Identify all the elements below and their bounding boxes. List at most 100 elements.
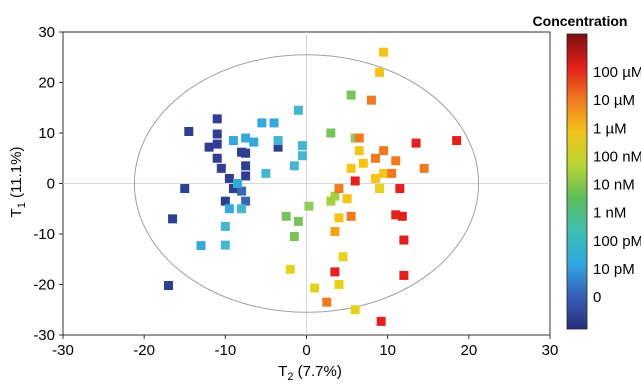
y-axis-ticks: -30 -20 -10 0 10 20 30	[33, 24, 63, 344]
data-point	[228, 136, 238, 146]
data-point	[411, 138, 421, 148]
colorbar-label: 100 pM	[593, 233, 641, 250]
data-point	[379, 146, 389, 156]
data-point	[379, 47, 389, 57]
data-point	[216, 163, 226, 173]
data-point	[168, 214, 178, 224]
colorbar-label: 100 µM	[593, 64, 641, 81]
data-point	[273, 142, 283, 152]
x-tick-label: -20	[133, 342, 155, 359]
data-point	[241, 171, 251, 181]
data-point	[354, 146, 364, 156]
y-tick-label: -30	[33, 327, 55, 344]
data-point	[257, 118, 267, 128]
plot-area	[62, 31, 551, 336]
data-point	[212, 129, 222, 139]
data-point	[241, 161, 251, 171]
data-point	[220, 221, 230, 231]
data-point	[310, 283, 320, 293]
data-point	[164, 281, 174, 291]
data-point	[350, 305, 360, 315]
colorbar-label: 100 nM	[593, 148, 641, 165]
data-point	[397, 211, 407, 221]
data-point	[289, 161, 299, 171]
data-point	[273, 136, 283, 146]
x-axis-ticks: -30 -20 -10 0 10 20 30	[52, 335, 558, 359]
data-point	[224, 204, 234, 214]
data-point	[293, 216, 303, 226]
data-point	[350, 176, 360, 186]
y-tick-label: 20	[38, 75, 55, 92]
data-point	[289, 232, 299, 242]
data-point	[342, 194, 352, 204]
data-point	[358, 158, 368, 168]
colorbar-label: 1 µM	[593, 120, 627, 137]
confidence-ellipse	[133, 54, 480, 313]
data-point	[326, 128, 336, 138]
data-point	[399, 235, 409, 245]
data-point	[334, 184, 344, 194]
data-point	[304, 201, 314, 211]
data-point	[228, 184, 238, 194]
data-point	[346, 90, 356, 100]
data-point	[375, 67, 385, 77]
data-point	[241, 133, 251, 143]
y-tick-label: 10	[38, 125, 55, 142]
data-point	[281, 211, 291, 221]
data-point	[330, 267, 340, 277]
data-point	[237, 204, 247, 214]
data-point	[220, 240, 230, 250]
data-point	[180, 184, 190, 194]
data-point	[391, 210, 401, 220]
data-point	[375, 184, 385, 194]
data-points	[164, 47, 462, 326]
data-point	[220, 196, 230, 206]
colorbar-title: Concentration	[533, 13, 628, 29]
data-point	[224, 173, 234, 183]
data-point	[297, 141, 307, 151]
colorbar-label: 0	[593, 289, 601, 306]
data-point	[212, 139, 222, 149]
data-point	[370, 153, 380, 163]
data-point	[354, 133, 364, 143]
data-point	[326, 196, 336, 206]
data-point	[241, 148, 251, 158]
x-tick-label: 10	[379, 342, 396, 359]
data-point	[399, 270, 409, 280]
x-tick-label: 20	[460, 342, 477, 359]
colorbar-label: 10 µM	[593, 92, 635, 109]
data-point	[269, 118, 279, 128]
data-point	[237, 186, 247, 196]
y-tick-label: 30	[38, 24, 55, 41]
data-point	[370, 173, 380, 183]
data-point	[334, 280, 344, 289]
data-point	[366, 95, 376, 105]
y-tick-label: 0	[47, 176, 55, 193]
colorbar-label: 10 pM	[593, 261, 635, 278]
data-point	[212, 114, 222, 124]
data-point	[334, 213, 344, 223]
data-point	[330, 191, 340, 201]
data-point	[330, 226, 340, 236]
data-point	[346, 163, 356, 173]
data-point	[233, 179, 243, 188]
colorbar-label: 1 nM	[593, 205, 626, 222]
data-point	[293, 105, 303, 115]
data-point	[285, 264, 295, 274]
data-point	[376, 316, 386, 326]
data-point	[212, 153, 222, 163]
colorbar-label: 10 nM	[593, 177, 635, 194]
data-point	[322, 297, 332, 307]
data-point	[297, 151, 307, 161]
x-tick-label: 30	[542, 342, 559, 359]
data-point	[196, 241, 206, 251]
data-point	[391, 156, 401, 166]
data-point	[261, 168, 271, 178]
colorbar-gradient	[566, 33, 588, 330]
x-tick-label: -10	[214, 342, 236, 359]
data-point	[338, 252, 348, 262]
data-point	[346, 211, 356, 221]
data-point	[452, 136, 462, 146]
colorbar: Concentration 100 µM 10 µM 1 µM 100 nM 10 nM…	[533, 13, 641, 330]
x-axis-title: T2 (7.7%)	[278, 363, 342, 383]
